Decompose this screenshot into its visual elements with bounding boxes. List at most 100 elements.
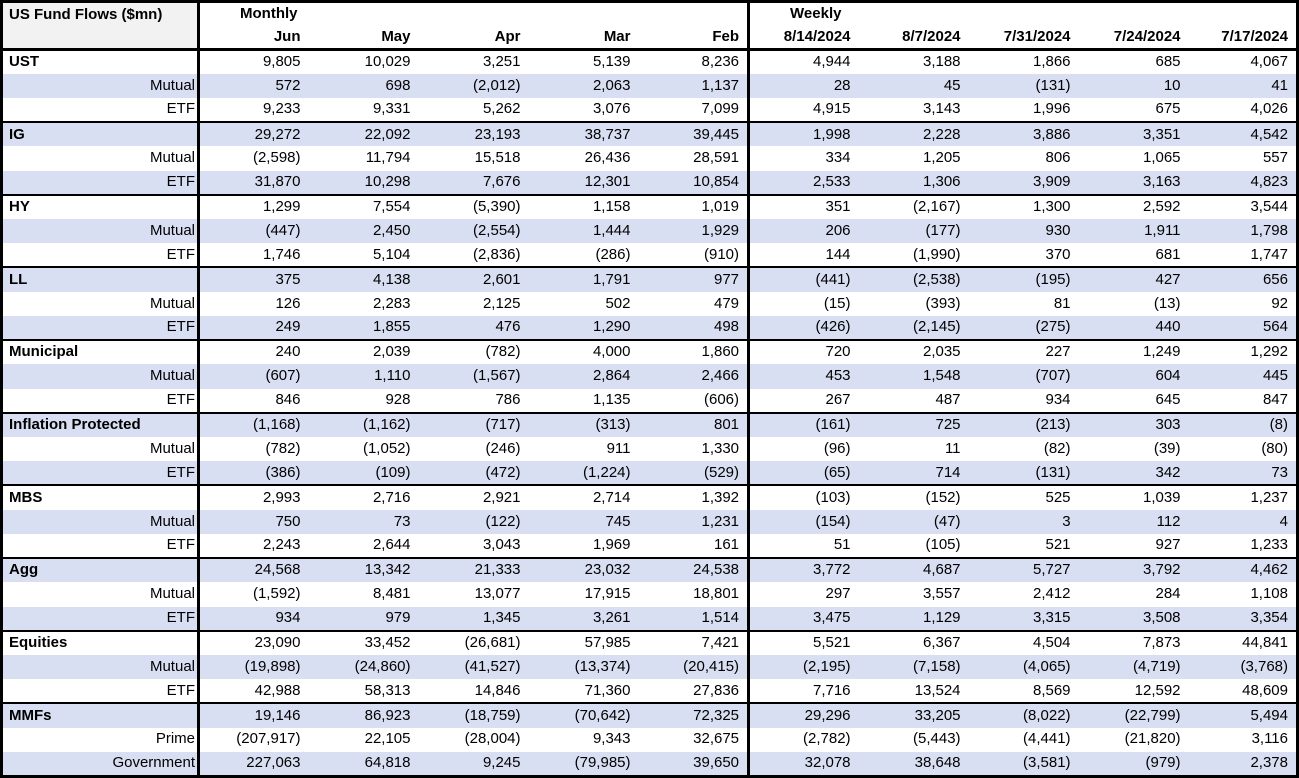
row-label: MBS	[1, 484, 200, 510]
value-cell: 13,077	[474, 585, 521, 603]
value-cell: (26,681)	[418, 629, 529, 655]
value-cell: 1,292	[1188, 339, 1298, 365]
value-cell: 3,351	[1078, 121, 1189, 147]
value-cell: 453	[748, 364, 859, 389]
value-cell: 911	[606, 439, 631, 457]
table-row: Mutual 572 698 (2,012) 2,063 1,137 28 45 (131) 10…	[1, 73, 1298, 98]
value-cell: 1,444	[528, 219, 639, 244]
value-cell: 32,675	[638, 727, 751, 752]
value-cell: 8,236	[638, 48, 751, 74]
section-header-row: US Fund Flows ($mn) Monthly Weekly	[1, 1, 1298, 51]
value-cell: 1,108	[1250, 585, 1288, 603]
value-cell: (70,642)	[528, 702, 639, 728]
value-cell: (606)	[638, 388, 751, 413]
value-cell: (447)	[198, 219, 309, 244]
value-cell: 144	[825, 245, 851, 263]
value-cell: 23,193	[418, 121, 529, 147]
row-label: Mutual	[1, 654, 200, 680]
value-cell: 3,143	[922, 100, 961, 118]
value-cell: (5,443)	[913, 730, 961, 748]
value-cell: (47)	[858, 509, 969, 534]
value-cell: (79,985)	[528, 751, 639, 777]
value-cell: 1,233	[1250, 536, 1288, 554]
value-cell: 303	[1078, 411, 1189, 437]
value-cell: 1,137	[638, 73, 751, 98]
value-cell: 685	[1078, 48, 1189, 74]
row-label: Mutual	[1, 73, 200, 98]
value-cell: (96)	[823, 439, 851, 457]
value-cell: 1,205	[922, 149, 961, 167]
value-cell: (109)	[308, 461, 419, 486]
row-label: ETF	[1, 461, 200, 486]
value-cell: 26,436	[584, 149, 631, 167]
value-cell: 4,542	[1188, 121, 1298, 147]
value-cell: 1,330	[638, 437, 751, 462]
value-cell: (707)	[968, 364, 1079, 389]
value-cell: 51	[833, 536, 851, 554]
value-cell: 846	[275, 390, 301, 408]
table-row: Mutual (2,598) 11,794 15,518 26,436 28,591 334…	[1, 146, 1298, 171]
value-cell: 10	[1078, 73, 1189, 98]
value-cell: 476	[418, 315, 529, 341]
value-cell: (2,538)	[858, 266, 969, 292]
value-cell: 1,514	[638, 606, 751, 631]
value-cell: 38,648	[858, 751, 969, 777]
value-cell: 2,228	[858, 121, 969, 147]
group-header-row: UST 9,805 10,029 3,251 5,139 8,236 4,944 3,188 1…	[1, 48, 1298, 74]
value-cell: (18,759)	[418, 702, 529, 728]
value-cell: 5,104	[372, 245, 411, 263]
value-cell: 1,855	[308, 315, 419, 341]
value-cell: 4,687	[858, 557, 969, 583]
row-label: ETF	[1, 243, 200, 268]
value-cell: 2,864	[528, 364, 639, 389]
value-cell: 1,300	[968, 193, 1079, 220]
value-cell: (103)	[748, 484, 859, 510]
row-label: LL	[1, 266, 200, 292]
value-cell: (2,598)	[252, 149, 301, 167]
value-cell: (1,567)	[418, 364, 529, 389]
value-cell: 1,039	[1078, 484, 1189, 510]
value-cell: 440	[1078, 315, 1189, 341]
row-label: Mutual	[1, 364, 200, 389]
value-cell: (1,224)	[528, 461, 639, 486]
value-cell: 2,601	[418, 266, 529, 292]
value-cell: (19,898)	[198, 654, 309, 680]
row-label: Agg	[1, 557, 200, 583]
row-label: ETF	[1, 606, 200, 631]
value-cell: 2,063	[528, 73, 639, 98]
table-row: Mutual 750 73 (122) 745 1,231 (154) (47) 3 112 4	[1, 509, 1298, 534]
value-cell: 8,569	[1032, 681, 1071, 699]
value-cell: 6,367	[858, 629, 969, 655]
value-cell: (2,167)	[858, 193, 969, 220]
value-cell: 1,019	[638, 193, 751, 220]
value-cell: 725	[858, 411, 969, 437]
value-cell: (5,390)	[418, 193, 529, 220]
value-cell: 445	[1188, 364, 1298, 389]
value-cell: 977	[638, 266, 751, 292]
value-cell: 45	[858, 73, 969, 98]
value-cell: 9,805	[198, 48, 309, 74]
value-cell: 1,110	[308, 364, 419, 389]
value-cell: 12,592	[1134, 681, 1181, 699]
value-cell: (386)	[198, 461, 309, 486]
value-cell: 92	[1271, 294, 1288, 312]
value-cell: (82)	[1043, 439, 1071, 457]
value-cell: 1,998	[748, 121, 859, 147]
column-header: Feb	[638, 25, 751, 51]
value-cell: 2,035	[858, 339, 969, 365]
value-cell: (782)	[265, 439, 301, 457]
value-cell: 33,205	[858, 702, 969, 728]
row-label: HY	[1, 193, 200, 220]
value-cell: 564	[1188, 315, 1298, 341]
value-cell: (22,799)	[1078, 702, 1189, 728]
value-cell: 479	[638, 291, 751, 316]
value-cell: (1,162)	[308, 411, 419, 437]
value-cell: 4,026	[1250, 100, 1288, 118]
value-cell: 1,866	[968, 48, 1079, 74]
value-cell: 675	[1155, 100, 1181, 118]
value-cell: 21,333	[418, 557, 529, 583]
value-cell: 11	[944, 439, 961, 457]
value-cell: 24,538	[638, 557, 751, 583]
value-cell: 12,301	[528, 170, 639, 195]
value-cell: 39,445	[638, 121, 751, 147]
